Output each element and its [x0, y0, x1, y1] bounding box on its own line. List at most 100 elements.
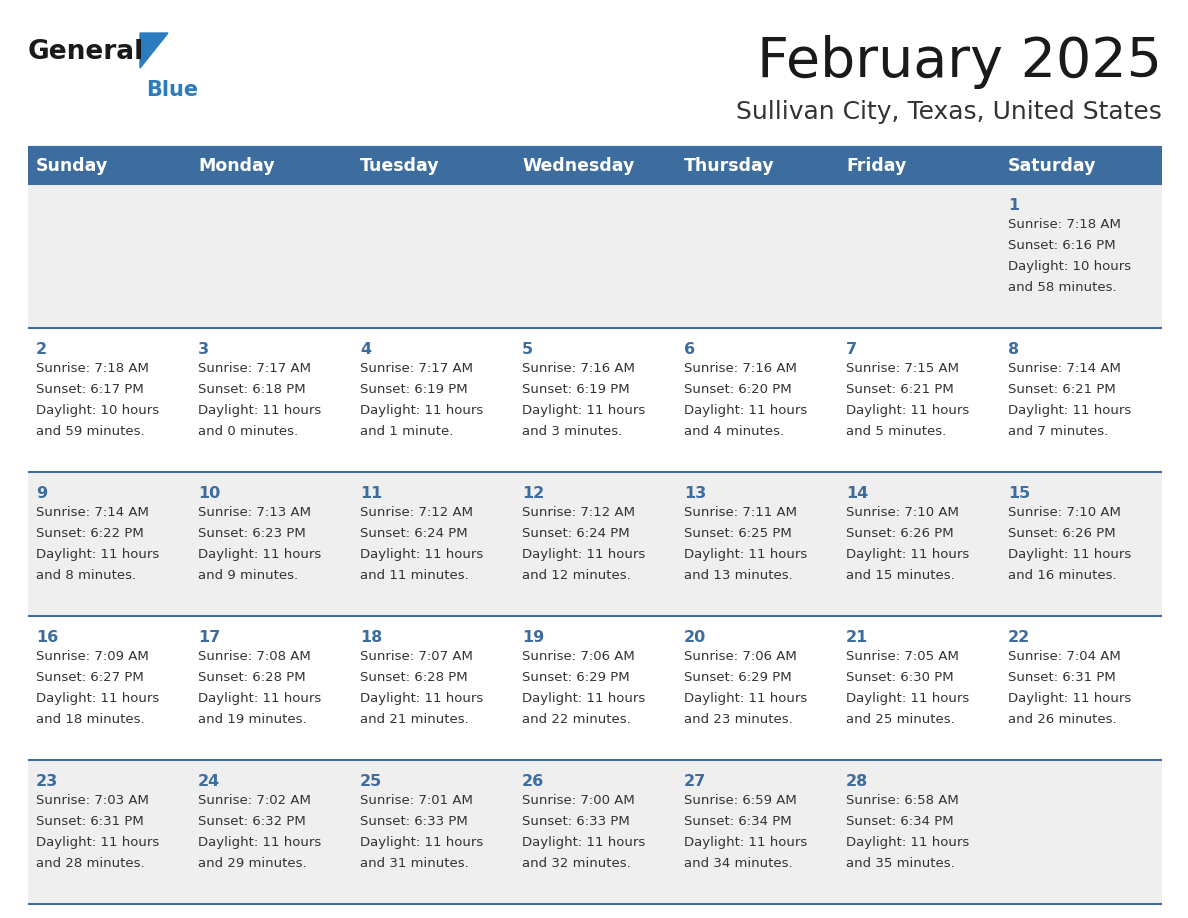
Text: Daylight: 11 hours: Daylight: 11 hours: [684, 548, 808, 561]
Text: Sunset: 6:21 PM: Sunset: 6:21 PM: [1007, 383, 1116, 396]
Bar: [29, 616, 190, 760]
Polygon shape: [140, 33, 168, 68]
Text: Sunset: 6:21 PM: Sunset: 6:21 PM: [846, 383, 954, 396]
Text: Sunrise: 6:59 AM: Sunrise: 6:59 AM: [684, 794, 797, 807]
Text: Daylight: 11 hours: Daylight: 11 hours: [1007, 404, 1131, 417]
Text: 1: 1: [1007, 198, 1019, 213]
Bar: [29, 184, 190, 328]
Text: Sunset: 6:34 PM: Sunset: 6:34 PM: [846, 815, 954, 828]
Bar: [838, 184, 1000, 328]
Text: Wednesday: Wednesday: [522, 157, 634, 175]
Text: and 31 minutes.: and 31 minutes.: [360, 857, 469, 870]
Bar: [676, 184, 838, 328]
Text: Sunset: 6:27 PM: Sunset: 6:27 PM: [36, 671, 144, 684]
Text: Friday: Friday: [846, 157, 906, 175]
Text: and 12 minutes.: and 12 minutes.: [522, 569, 631, 582]
Text: Sunrise: 7:13 AM: Sunrise: 7:13 AM: [198, 506, 311, 519]
Text: 20: 20: [684, 630, 706, 645]
Text: and 1 minute.: and 1 minute.: [360, 425, 454, 438]
Text: Daylight: 11 hours: Daylight: 11 hours: [684, 836, 808, 849]
Text: Sunrise: 7:02 AM: Sunrise: 7:02 AM: [198, 794, 311, 807]
Text: Daylight: 11 hours: Daylight: 11 hours: [36, 548, 159, 561]
Text: and 4 minutes.: and 4 minutes.: [684, 425, 784, 438]
Text: Daylight: 11 hours: Daylight: 11 hours: [522, 836, 645, 849]
Text: Sunset: 6:29 PM: Sunset: 6:29 PM: [684, 671, 791, 684]
Bar: [514, 616, 676, 760]
Text: Sunset: 6:20 PM: Sunset: 6:20 PM: [684, 383, 791, 396]
Bar: [1000, 472, 1162, 616]
Text: 21: 21: [846, 630, 868, 645]
Text: Daylight: 11 hours: Daylight: 11 hours: [198, 692, 321, 705]
Bar: [190, 148, 352, 184]
Text: Sunrise: 7:18 AM: Sunrise: 7:18 AM: [1007, 218, 1120, 231]
Bar: [29, 472, 190, 616]
Text: Sunrise: 7:04 AM: Sunrise: 7:04 AM: [1007, 650, 1120, 663]
Text: Sullivan City, Texas, United States: Sullivan City, Texas, United States: [737, 100, 1162, 124]
Text: Sunrise: 7:09 AM: Sunrise: 7:09 AM: [36, 650, 148, 663]
Text: February 2025: February 2025: [757, 35, 1162, 89]
Text: and 3 minutes.: and 3 minutes.: [522, 425, 623, 438]
Text: Sunset: 6:24 PM: Sunset: 6:24 PM: [360, 527, 468, 540]
Text: Sunrise: 7:01 AM: Sunrise: 7:01 AM: [360, 794, 473, 807]
Text: and 0 minutes.: and 0 minutes.: [198, 425, 298, 438]
Bar: [1000, 184, 1162, 328]
Text: Sunset: 6:26 PM: Sunset: 6:26 PM: [1007, 527, 1116, 540]
Text: and 19 minutes.: and 19 minutes.: [198, 713, 307, 726]
Text: Sunset: 6:33 PM: Sunset: 6:33 PM: [522, 815, 630, 828]
Text: 14: 14: [846, 486, 868, 501]
Text: 18: 18: [360, 630, 383, 645]
Text: and 11 minutes.: and 11 minutes.: [360, 569, 469, 582]
Text: 26: 26: [522, 774, 544, 789]
Text: Sunset: 6:31 PM: Sunset: 6:31 PM: [36, 815, 144, 828]
Text: Daylight: 11 hours: Daylight: 11 hours: [522, 548, 645, 561]
Text: 22: 22: [1007, 630, 1030, 645]
Text: Daylight: 11 hours: Daylight: 11 hours: [36, 836, 159, 849]
Text: Daylight: 11 hours: Daylight: 11 hours: [846, 548, 969, 561]
Text: Sunrise: 7:06 AM: Sunrise: 7:06 AM: [684, 650, 797, 663]
Text: Blue: Blue: [146, 80, 198, 100]
Text: Sunrise: 7:05 AM: Sunrise: 7:05 AM: [846, 650, 959, 663]
Bar: [514, 184, 676, 328]
Text: Daylight: 10 hours: Daylight: 10 hours: [1007, 260, 1131, 273]
Text: Tuesday: Tuesday: [360, 157, 440, 175]
Text: Daylight: 11 hours: Daylight: 11 hours: [360, 548, 484, 561]
Text: 23: 23: [36, 774, 58, 789]
Text: 7: 7: [846, 342, 857, 357]
Text: Daylight: 11 hours: Daylight: 11 hours: [360, 692, 484, 705]
Bar: [838, 616, 1000, 760]
Bar: [190, 472, 352, 616]
Text: and 7 minutes.: and 7 minutes.: [1007, 425, 1108, 438]
Text: 4: 4: [360, 342, 371, 357]
Bar: [676, 616, 838, 760]
Text: Sunrise: 7:15 AM: Sunrise: 7:15 AM: [846, 362, 959, 375]
Text: 10: 10: [198, 486, 220, 501]
Text: and 59 minutes.: and 59 minutes.: [36, 425, 145, 438]
Text: Sunset: 6:32 PM: Sunset: 6:32 PM: [198, 815, 305, 828]
Text: Daylight: 11 hours: Daylight: 11 hours: [36, 692, 159, 705]
Text: Daylight: 11 hours: Daylight: 11 hours: [684, 692, 808, 705]
Text: Sunset: 6:29 PM: Sunset: 6:29 PM: [522, 671, 630, 684]
Text: Sunset: 6:24 PM: Sunset: 6:24 PM: [522, 527, 630, 540]
Text: Sunrise: 7:06 AM: Sunrise: 7:06 AM: [522, 650, 634, 663]
Text: 8: 8: [1007, 342, 1019, 357]
Bar: [190, 328, 352, 472]
Text: Sunset: 6:18 PM: Sunset: 6:18 PM: [198, 383, 305, 396]
Text: 12: 12: [522, 486, 544, 501]
Text: Sunset: 6:23 PM: Sunset: 6:23 PM: [198, 527, 305, 540]
Bar: [838, 472, 1000, 616]
Text: 5: 5: [522, 342, 533, 357]
Bar: [352, 328, 514, 472]
Bar: [190, 760, 352, 904]
Text: Sunset: 6:19 PM: Sunset: 6:19 PM: [360, 383, 468, 396]
Text: and 18 minutes.: and 18 minutes.: [36, 713, 145, 726]
Text: Sunrise: 7:10 AM: Sunrise: 7:10 AM: [1007, 506, 1120, 519]
Text: Sunrise: 7:08 AM: Sunrise: 7:08 AM: [198, 650, 311, 663]
Text: Sunrise: 7:14 AM: Sunrise: 7:14 AM: [1007, 362, 1120, 375]
Text: Sunrise: 7:03 AM: Sunrise: 7:03 AM: [36, 794, 148, 807]
Bar: [352, 184, 514, 328]
Text: 27: 27: [684, 774, 706, 789]
Text: 15: 15: [1007, 486, 1030, 501]
Bar: [676, 328, 838, 472]
Text: Sunset: 6:33 PM: Sunset: 6:33 PM: [360, 815, 468, 828]
Text: and 22 minutes.: and 22 minutes.: [522, 713, 631, 726]
